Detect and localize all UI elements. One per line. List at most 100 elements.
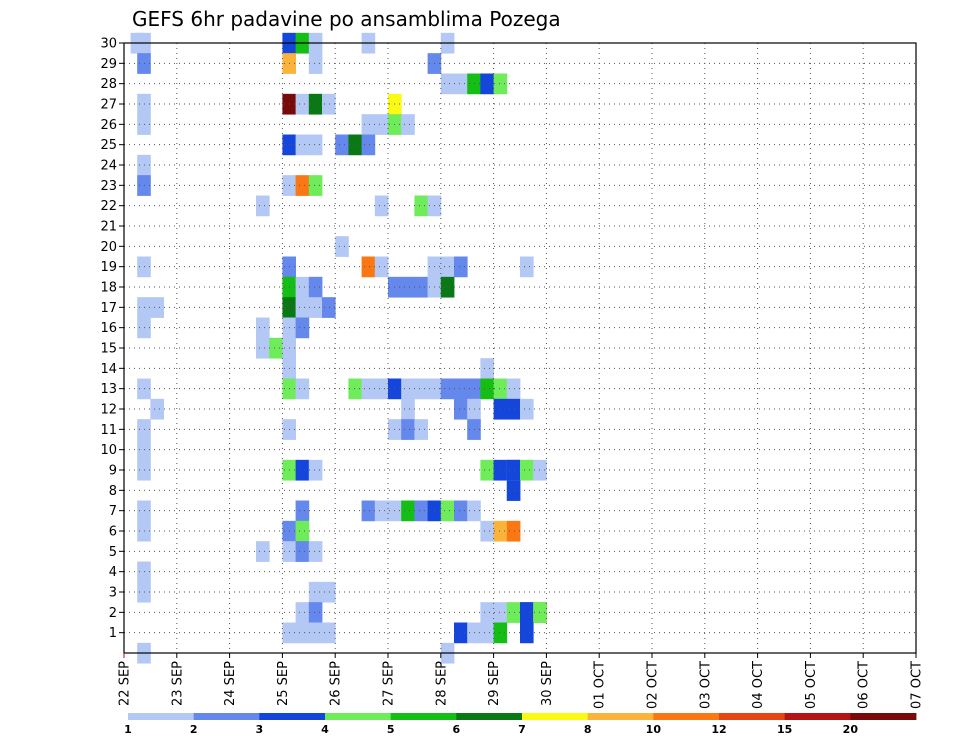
legend-swatch	[456, 713, 523, 720]
data-cell	[295, 276, 310, 298]
legend-label: 12	[711, 723, 726, 736]
data-cell	[506, 398, 521, 420]
data-cell	[506, 480, 521, 501]
data-cell	[493, 398, 508, 420]
y-tick-label: 20	[100, 240, 117, 255]
data-cell	[520, 256, 534, 278]
data-cell	[295, 459, 310, 481]
y-tick-label: 19	[100, 260, 117, 275]
data-cell	[414, 378, 428, 400]
x-tick-label: 03 OCT	[698, 661, 713, 709]
data-cell	[361, 256, 376, 278]
legend-swatch	[587, 713, 654, 720]
y-tick-label: 29	[100, 57, 117, 72]
legend-swatch	[193, 713, 260, 720]
x-tick-label: 01 OCT	[593, 661, 608, 709]
legend-label: 8	[584, 723, 592, 736]
data-cell	[414, 276, 428, 298]
y-tick-label: 27	[100, 98, 117, 113]
legend-label: 10	[646, 723, 662, 736]
data-cell	[506, 459, 521, 481]
data-cell	[506, 378, 521, 400]
data-cell	[322, 581, 336, 603]
data-cell	[348, 134, 362, 156]
legend-swatch	[390, 713, 457, 720]
y-tick-label: 4	[109, 565, 117, 580]
legend-swatch	[850, 713, 917, 720]
x-tick-label: 29 SEP	[487, 661, 502, 706]
data-cell	[480, 378, 494, 400]
y-tick-label: 6	[109, 525, 117, 540]
data-cells	[130, 32, 547, 664]
data-cell	[322, 93, 336, 115]
y-tick-label: 11	[100, 423, 117, 438]
data-cell	[493, 73, 508, 95]
data-cell	[256, 195, 270, 217]
data-cell	[414, 419, 428, 440]
data-cell	[150, 398, 164, 420]
data-cell	[374, 114, 389, 135]
legend-label: 6	[453, 723, 461, 736]
x-tick-label: 23 SEP	[170, 661, 185, 706]
data-cell	[401, 378, 415, 400]
data-cell	[520, 398, 534, 420]
data-cell	[150, 297, 164, 318]
data-cell	[454, 73, 468, 95]
data-cell	[440, 73, 455, 95]
data-cell	[348, 378, 362, 400]
y-tick-label: 15	[100, 342, 117, 357]
data-cell	[269, 337, 283, 359]
data-cell	[308, 93, 323, 115]
data-cell	[401, 419, 415, 440]
data-cell	[295, 297, 310, 318]
legend-label: 7	[518, 723, 526, 736]
x-tick-label: 05 OCT	[804, 661, 819, 709]
data-cell	[454, 378, 468, 400]
data-cell	[361, 500, 376, 522]
data-cell	[454, 500, 468, 522]
x-tick-label: 25 SEP	[276, 661, 291, 706]
data-cell	[401, 114, 415, 135]
x-tick-label: 30 SEP	[540, 661, 555, 706]
data-cell	[308, 459, 323, 481]
y-tick-label: 28	[100, 77, 117, 92]
x-tick-label: 04 OCT	[751, 661, 766, 709]
legend-swatch	[522, 713, 589, 720]
color-legend: 1 2 3 4 5 6 7 8 10 12 15 20	[124, 713, 917, 736]
data-cell	[374, 500, 389, 522]
data-cell	[335, 134, 349, 156]
legend-label: 5	[387, 723, 395, 736]
data-cell	[480, 622, 494, 644]
y-tick-label: 7	[109, 504, 117, 519]
data-cell	[493, 459, 508, 481]
data-cell	[480, 358, 494, 379]
data-cell	[414, 195, 428, 217]
x-tick-label: 27 SEP	[382, 661, 397, 706]
y-tick-label: 8	[109, 484, 117, 499]
data-cell	[295, 378, 310, 400]
y-tick-label: 2	[109, 606, 117, 621]
data-cell	[295, 541, 310, 562]
y-tick-label: 18	[100, 281, 117, 296]
y-tick-label: 14	[100, 362, 117, 377]
data-cell	[401, 500, 415, 522]
legend-label: 2	[190, 723, 198, 736]
y-tick-label: 25	[100, 138, 117, 153]
data-cell	[493, 378, 508, 400]
data-cell	[414, 500, 428, 522]
data-cell	[361, 114, 376, 135]
data-cell	[454, 622, 468, 644]
data-cell	[256, 337, 270, 359]
y-tick-label: 9	[109, 464, 117, 479]
data-cell	[308, 276, 323, 298]
y-tick-label: 3	[109, 586, 117, 601]
data-cell	[295, 520, 310, 542]
data-cell	[493, 622, 508, 644]
data-cell	[295, 175, 310, 196]
legend-label: 1	[124, 723, 132, 736]
data-cell	[480, 602, 494, 623]
legend-swatch	[259, 713, 326, 720]
data-cell	[295, 317, 310, 339]
y-tick-label: 22	[100, 199, 117, 214]
data-cell	[440, 276, 455, 298]
